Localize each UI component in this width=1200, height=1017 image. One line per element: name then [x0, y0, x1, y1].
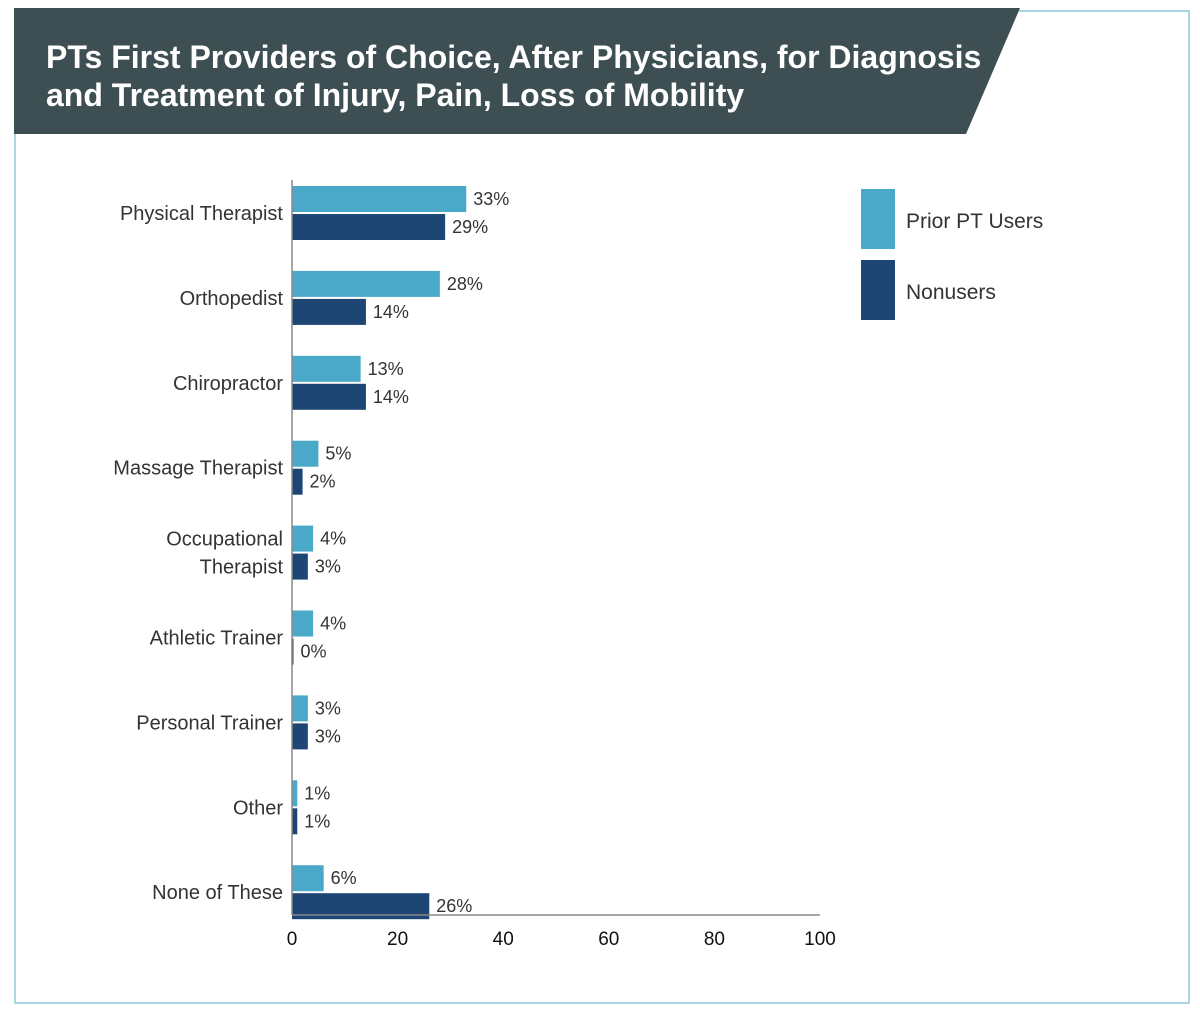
bar-nonusers — [292, 383, 366, 410]
bar-prior-pt-users — [292, 780, 298, 807]
bar-prior-pt-users — [292, 355, 361, 382]
x-tick-label: 80 — [704, 929, 725, 950]
bars-group — [292, 186, 467, 920]
data-label: 4% — [320, 614, 346, 634]
category-label: Orthopedist — [180, 288, 284, 310]
data-label: 3% — [315, 698, 341, 718]
data-label: 4% — [320, 529, 346, 549]
data-label: 6% — [331, 868, 357, 888]
legend-label: Nonusers — [906, 281, 996, 304]
bar-prior-pt-users — [292, 270, 440, 297]
banner-background — [14, 8, 1020, 134]
category-label: Personal Trainer — [136, 712, 283, 734]
banner-shape — [14, 8, 1020, 134]
category-label: None of These — [152, 882, 283, 904]
data-label: 3% — [315, 557, 341, 577]
value-labels: 33% 29% 28% 14% 13% 14% 5% 2% 4% 3% 4% 0% 3% 3% 1% 1% 6%… — [301, 189, 510, 916]
bar-nonusers — [292, 553, 308, 580]
category-label: Physical Therapist — [120, 203, 283, 225]
bar-prior-pt-users — [292, 610, 314, 637]
data-label: 14% — [373, 302, 409, 322]
data-label: 1% — [304, 783, 330, 803]
bar-nonusers — [292, 723, 308, 750]
category-label: Chiropractor — [173, 373, 283, 395]
chart-title: PTs First Providers of Choice, After Phy… — [46, 39, 982, 113]
data-label: 28% — [447, 274, 483, 294]
title-banner: PTs First Providers of Choice, After Phy… — [14, 8, 1020, 134]
category-label: Occupational — [166, 529, 283, 551]
bar-prior-pt-users — [292, 865, 324, 892]
bar-nonusers — [292, 298, 366, 325]
bar-prior-pt-users — [292, 186, 467, 212]
legend-swatch-prior-pt-users — [861, 189, 895, 249]
data-label: 2% — [310, 472, 336, 492]
category-label: Athletic Trainer — [150, 628, 284, 650]
data-label: 1% — [304, 811, 330, 831]
bar-prior-pt-users — [292, 695, 308, 722]
x-axis-ticks: 0 20 40 60 80 100 — [287, 929, 836, 950]
bar-nonusers — [292, 214, 446, 240]
x-tick-label: 100 — [804, 929, 836, 950]
category-label: Massage Therapist — [113, 458, 283, 480]
data-label: 14% — [373, 387, 409, 407]
category-label: Other — [233, 797, 283, 819]
x-tick-label: 60 — [598, 929, 619, 950]
bar-prior-pt-users — [292, 525, 314, 552]
data-label: 5% — [325, 444, 351, 464]
legend-swatch-nonusers — [861, 260, 895, 320]
legend-label: Prior PT Users — [906, 210, 1043, 233]
x-tick-label: 40 — [493, 929, 514, 950]
data-label: 26% — [436, 896, 472, 916]
data-label: 0% — [301, 642, 327, 662]
x-tick-label: 0 — [287, 929, 298, 950]
data-label: 33% — [473, 189, 509, 209]
legend: Prior PT Users Nonusers — [861, 189, 1043, 320]
data-label: 13% — [368, 359, 404, 379]
bar-prior-pt-users — [292, 440, 319, 467]
data-label: 29% — [452, 217, 488, 237]
category-labels: Physical Therapist Orthopedist Chiropracto… — [113, 203, 283, 904]
bar-nonusers — [292, 808, 298, 835]
data-label: 3% — [315, 726, 341, 746]
bar-nonusers — [292, 468, 303, 495]
category-label: Therapist — [200, 557, 284, 579]
x-tick-label: 20 — [387, 929, 408, 950]
